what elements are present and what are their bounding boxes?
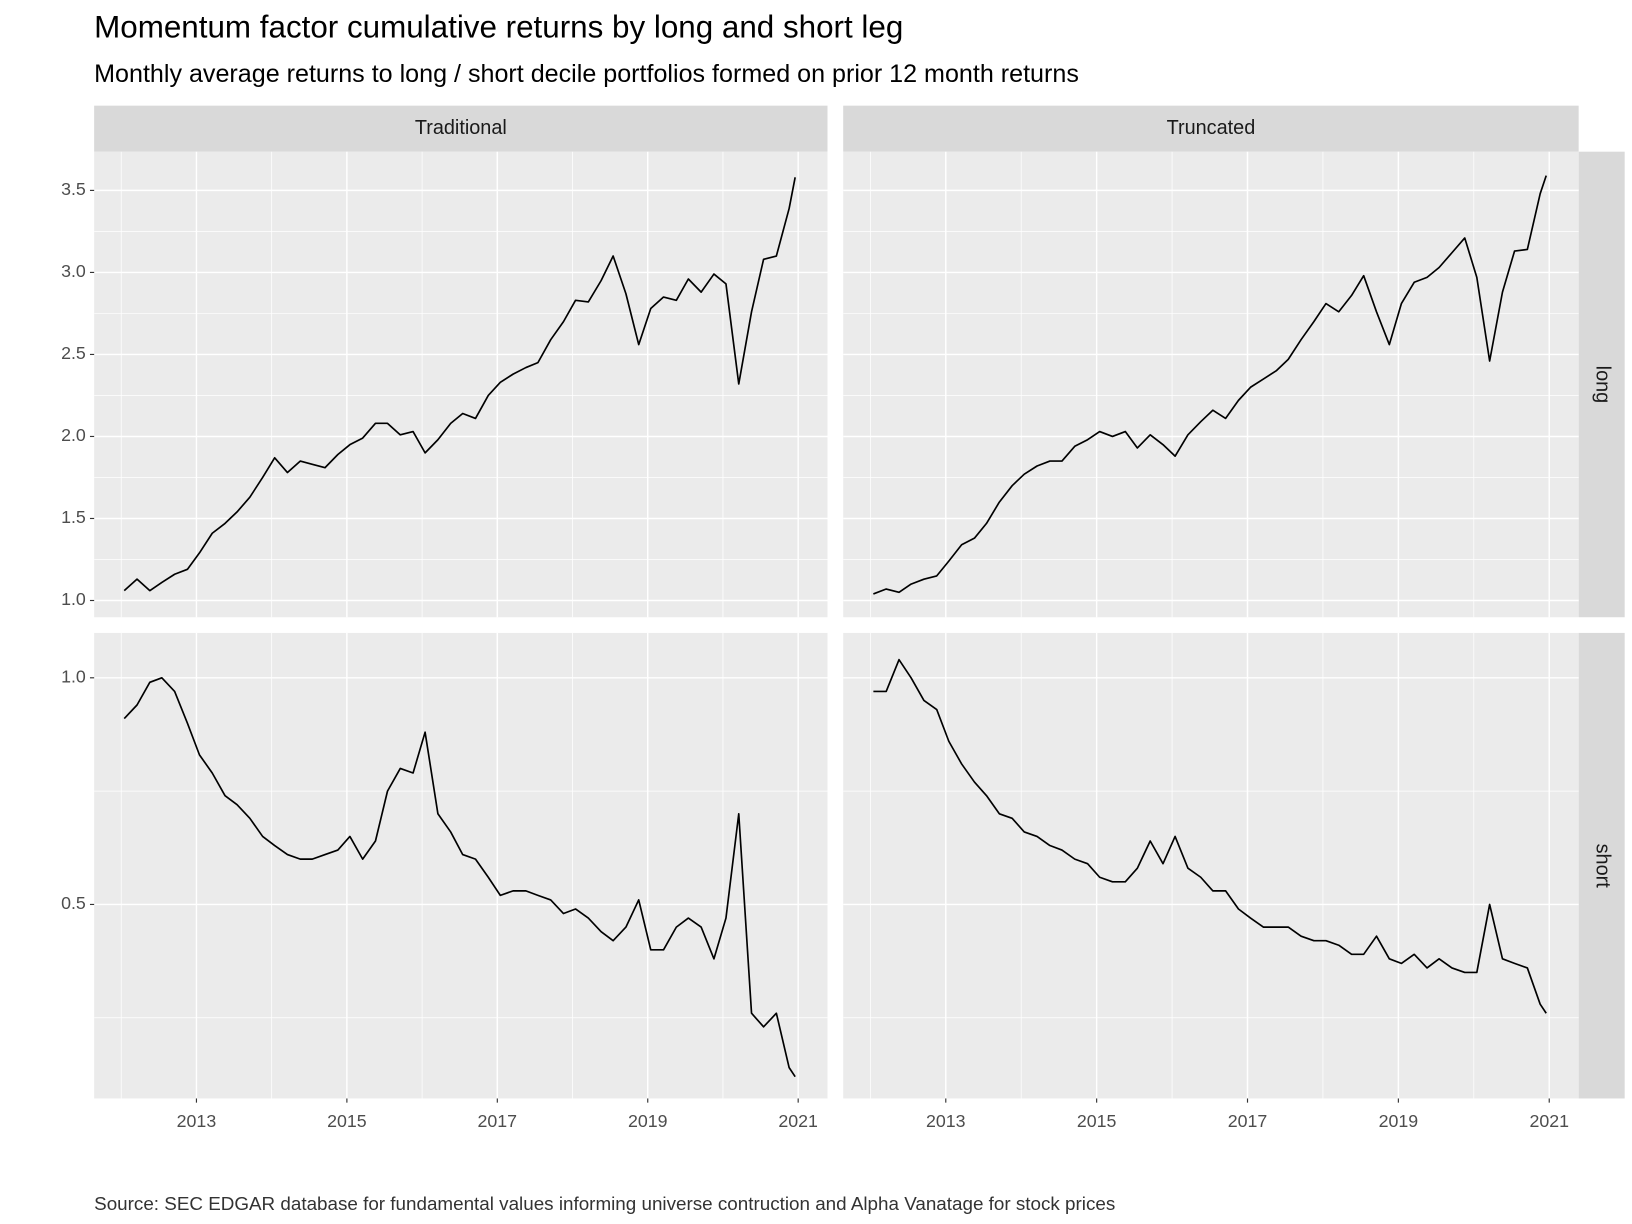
facet-strip [843,105,1579,152]
facet-strip [1578,151,1625,618]
x-tick-label: 2017 [478,1111,518,1131]
data-line [123,177,796,592]
panel-background [94,151,828,618]
x-tick-label: 2017 [1228,1111,1268,1131]
caption: Source: SEC EDGAR database for fundament… [94,1193,1115,1214]
chart-subtitle: Monthly average returns to long / short … [94,60,1079,88]
facet-label: long [1591,366,1613,404]
y-tick-label: 2.0 [61,425,86,445]
data-line [873,175,1548,595]
chart-title: Momentum factor cumulative returns by lo… [94,10,903,45]
facet-strip [94,105,828,152]
y-tick-label: 3.5 [61,179,86,199]
facet-label: Truncated [1167,117,1256,139]
y-tick-label: 1.0 [61,667,86,687]
x-tick-label: 2015 [1077,1111,1117,1131]
facet-label: short [1591,844,1613,889]
data-line [123,676,796,1078]
y-tick-label: 0.5 [61,893,86,913]
x-tick-label: 2021 [1529,1111,1569,1131]
x-tick-label: 2015 [327,1111,367,1131]
panel-background [843,632,1579,1099]
y-tick-label: 1.0 [61,589,86,609]
y-tick-label: 1.5 [61,507,86,527]
x-tick-label: 2019 [628,1111,668,1131]
x-tick-label: 2013 [177,1111,217,1131]
panel-background [843,151,1579,618]
facet-label: Traditional [415,117,507,139]
panel-background [94,632,828,1099]
y-tick-label: 2.5 [61,343,86,363]
data-line [873,658,1547,1014]
facet-strip [1578,632,1625,1099]
x-tick-label: 2019 [1379,1111,1419,1131]
x-tick-label: 2021 [778,1111,818,1131]
x-tick-label: 2013 [926,1111,966,1131]
y-tick-label: 3.0 [61,261,86,281]
